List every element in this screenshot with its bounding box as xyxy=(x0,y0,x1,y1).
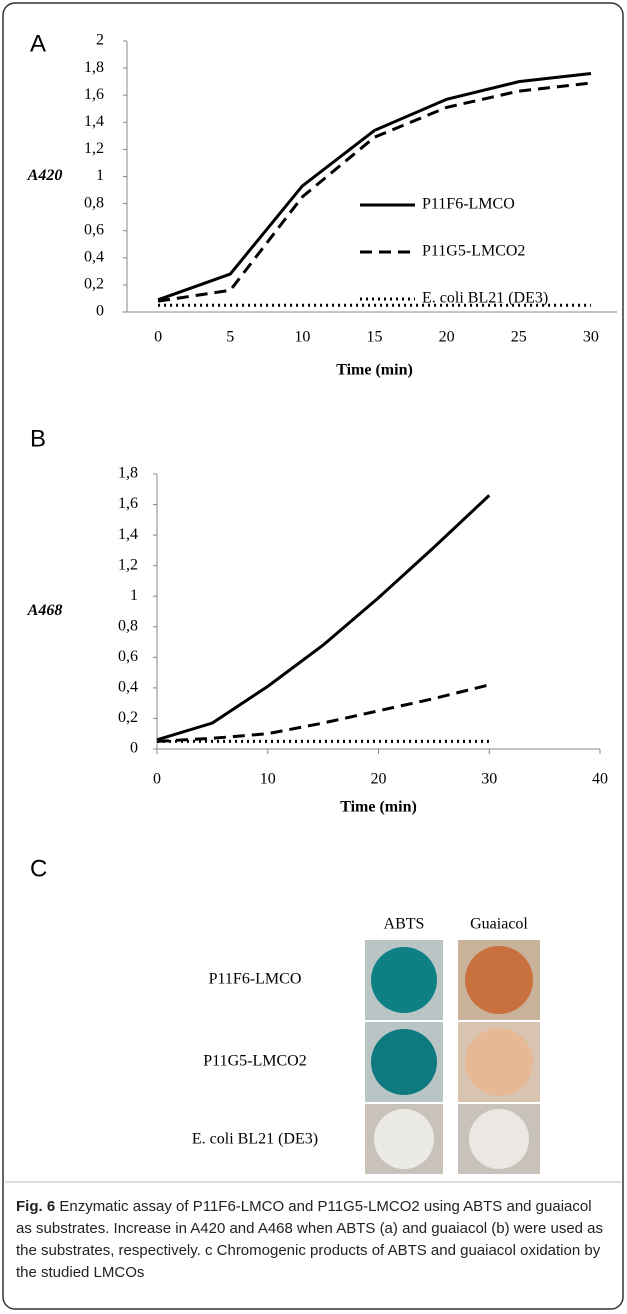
panel-label: A xyxy=(30,30,46,57)
x-axis-title: Time (min) xyxy=(340,799,417,816)
column-label: ABTS xyxy=(384,916,425,933)
row-label: P11F6-LMCO xyxy=(209,971,302,988)
series-line xyxy=(157,81,592,303)
y-tick-label: 0 xyxy=(130,740,138,757)
panel-label: C xyxy=(30,855,47,882)
x-axis-title: Time (min) xyxy=(336,362,413,379)
y-tick-label: 0,8 xyxy=(84,194,104,211)
y-tick-label: 0,4 xyxy=(118,679,138,696)
y-tick-label: 1 xyxy=(130,587,138,604)
y-tick-label: 0,4 xyxy=(84,248,104,265)
x-tick-label: 10 xyxy=(294,329,310,346)
y-tick-label: 0 xyxy=(96,303,104,320)
panel-label: B xyxy=(30,425,46,452)
legend-label: P11G5-LMCO2 xyxy=(422,243,525,260)
y-tick-label: 0,6 xyxy=(84,221,104,238)
x-tick-label: 20 xyxy=(371,771,387,788)
column-label: Guaiacol xyxy=(470,916,528,933)
y-tick-label: 1,6 xyxy=(118,495,138,512)
y-axis-title: A468 xyxy=(27,602,63,619)
caption-label: Fig. 6 xyxy=(16,1198,56,1215)
x-tick-label: 5 xyxy=(226,329,234,346)
y-tick-label: 0,6 xyxy=(118,648,138,665)
well xyxy=(374,1109,434,1169)
y-tick-label: 1,2 xyxy=(118,556,138,573)
x-tick-label: 20 xyxy=(439,329,455,346)
well xyxy=(465,1028,533,1096)
x-tick-label: 10 xyxy=(260,771,276,788)
x-tick-label: 15 xyxy=(367,329,383,346)
caption-text: Enzymatic assay of P11F6-LMCO and P11G5-… xyxy=(16,1198,604,1281)
y-tick-label: 2 xyxy=(96,32,104,49)
x-tick-label: 0 xyxy=(154,329,162,346)
y-tick-label: 1,8 xyxy=(84,59,104,76)
well xyxy=(371,947,437,1013)
well xyxy=(465,946,533,1014)
legend-label: E. coli BL21 (DE3) xyxy=(422,290,548,307)
y-tick-label: 0,2 xyxy=(118,709,138,726)
x-tick-label: 0 xyxy=(153,771,161,788)
y-tick-label: 1,2 xyxy=(84,140,104,157)
series-line xyxy=(156,683,490,743)
y-tick-label: 1 xyxy=(96,167,104,184)
x-tick-label: 30 xyxy=(481,771,497,788)
x-tick-label: 30 xyxy=(583,329,599,346)
legend-label: P11F6-LMCO xyxy=(422,196,515,213)
row-label: P11G5-LMCO2 xyxy=(203,1053,306,1070)
row-label: E. coli BL21 (DE3) xyxy=(192,1131,318,1148)
y-tick-label: 0,8 xyxy=(118,617,138,634)
y-tick-label: 1,4 xyxy=(118,526,138,543)
x-tick-label: 40 xyxy=(592,771,608,788)
photos xyxy=(365,940,540,1174)
well xyxy=(371,1029,437,1095)
y-tick-label: 1,4 xyxy=(84,113,104,130)
caption: Fig. 6 Enzymatic assay of P11F6-LMCO and… xyxy=(16,1196,608,1284)
x-tick-label: 25 xyxy=(511,329,527,346)
y-tick-label: 1,6 xyxy=(84,86,104,103)
y-tick-label: 1,8 xyxy=(118,465,138,482)
y-tick-label: 0,2 xyxy=(84,276,104,293)
y-axis-title: A420 xyxy=(27,167,63,184)
series-line xyxy=(156,494,491,742)
well xyxy=(469,1109,529,1169)
series-line xyxy=(157,72,592,302)
